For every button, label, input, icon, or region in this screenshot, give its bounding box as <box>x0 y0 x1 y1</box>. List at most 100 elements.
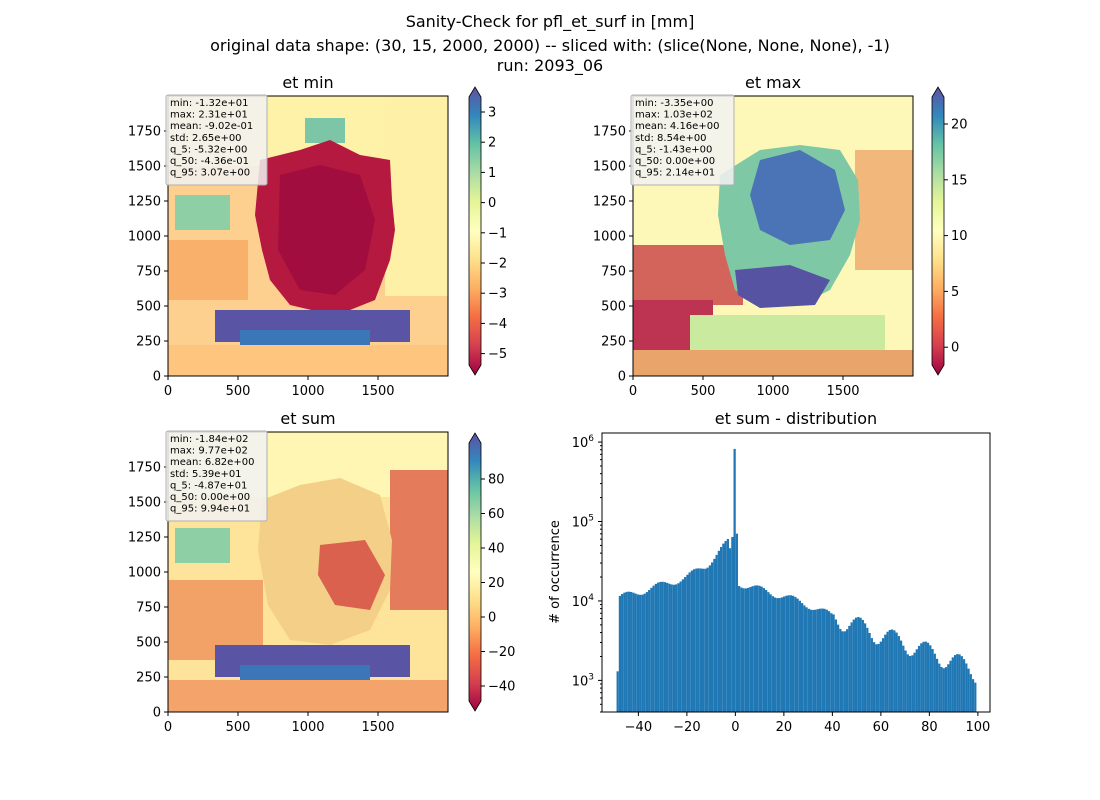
histogram-bar <box>875 644 878 712</box>
y-tick-label: 1500 <box>128 496 161 511</box>
histogram-bar <box>699 568 703 712</box>
histogram-bar <box>825 609 828 712</box>
stats-line: q_50: -4.36e-01 <box>170 156 249 167</box>
histogram-bar <box>960 656 963 712</box>
histogram-bar <box>854 617 858 712</box>
stats-line: min: -1.84e+02 <box>170 434 249 445</box>
histogram-bar <box>704 568 707 712</box>
x-tick-label: 1000 <box>756 384 789 399</box>
histogram-bar <box>686 574 689 712</box>
histogram-bar <box>915 649 918 712</box>
colorbar-tick-label: −4 <box>488 317 507 332</box>
y-tick-label: 750 <box>601 265 626 280</box>
stats-box-et-sum <box>165 430 268 522</box>
heatmap-region-west-dots <box>633 245 743 305</box>
histogram-bar <box>785 595 788 712</box>
histogram-bar <box>632 592 635 712</box>
histogram-bar <box>733 448 736 712</box>
histogram-bar <box>868 632 871 712</box>
histogram-bar <box>798 600 801 712</box>
histogram-bar <box>641 594 644 712</box>
histogram-y-ticks: 103 104 105 106 <box>572 434 602 713</box>
histogram-bar <box>897 636 900 712</box>
heatmap-region-sea <box>175 528 230 563</box>
figure-title-line-2: original data shape: (30, 15, 2000, 2000… <box>210 36 890 55</box>
histogram-bar <box>773 597 777 712</box>
histogram-bar <box>809 609 813 712</box>
x-tick-label: 0 <box>629 384 637 399</box>
histogram-bar <box>857 617 860 712</box>
histogram-bar <box>812 609 815 712</box>
histogram-x-ticks: −40 −20 0 20 40 60 80 100 <box>625 712 990 735</box>
heatmap-alps-band-2 <box>240 330 370 346</box>
heatmap-alps-band <box>690 315 885 350</box>
histogram-bar <box>648 590 651 712</box>
histogram-bar <box>738 586 741 712</box>
y-ticks-et-max: 0 250 500 750 1000 1250 1500 1750 <box>593 125 633 385</box>
colorbar-tick-label: 15 <box>951 173 968 188</box>
histogram-bar <box>958 654 961 712</box>
stats-line: max: 9.77e+02 <box>170 446 248 457</box>
histogram-bar <box>643 593 646 712</box>
histogram-bar <box>668 583 671 712</box>
colorbar-gradient <box>931 86 945 376</box>
histogram-bar <box>834 619 837 712</box>
stats-line: q_50: 0.00e+00 <box>170 492 250 503</box>
colorbar-tick-label: −2 <box>488 257 507 272</box>
histogram-bar <box>971 679 975 712</box>
histogram-x-tick-label: 100 <box>965 720 990 735</box>
histogram-bar <box>899 640 903 712</box>
histogram-x-tick-label: 80 <box>921 720 938 735</box>
histogram-frame <box>601 432 991 713</box>
histogram-bar <box>764 589 768 712</box>
histogram-bar <box>708 565 712 712</box>
histogram-bar <box>951 657 954 712</box>
colorbar-tick-label: −5 <box>488 347 507 362</box>
histogram-bar <box>623 592 626 712</box>
histogram-bar <box>859 617 862 712</box>
histogram-bar <box>893 630 896 712</box>
y-tick-label: 250 <box>136 335 161 350</box>
histogram-bar <box>726 538 730 712</box>
histogram-bar <box>848 625 851 712</box>
histogram-bar <box>634 593 637 712</box>
heatmap-south-strip <box>168 345 448 376</box>
y-tick-label: 1500 <box>128 160 161 175</box>
stats-line: q_50: 0.00e+00 <box>635 156 715 167</box>
histogram-bar <box>688 572 691 712</box>
colorbar-tick-label: 60 <box>488 507 505 522</box>
colorbar-tick-label: 20 <box>488 576 505 591</box>
y-tick-label: 1250 <box>593 195 626 210</box>
colorbar-tick-label: 0 <box>951 341 959 356</box>
histogram-bar <box>917 645 921 712</box>
histogram-bar <box>711 562 714 712</box>
histogram-bar <box>949 660 952 712</box>
histogram-bar <box>839 628 842 712</box>
x-tick-label: 500 <box>226 720 251 735</box>
x-tick-label: 500 <box>691 384 716 399</box>
histogram-bar <box>895 632 898 712</box>
colorbar-gradient <box>468 86 482 376</box>
figure-title-line-3: run: 2093_06 <box>496 56 604 75</box>
histogram-bar <box>962 659 966 712</box>
heatmap-region-west-low <box>168 240 248 300</box>
x-tick-label: 1500 <box>361 384 394 399</box>
histogram-bar <box>902 645 905 712</box>
heatmap-south-strip <box>633 350 913 376</box>
histogram-bar <box>693 569 696 712</box>
histogram-bar <box>720 547 723 712</box>
histogram-bar <box>767 592 770 712</box>
histogram-bar <box>639 594 642 712</box>
histogram-x-tick-label: −20 <box>673 720 700 735</box>
histogram-bar <box>823 608 826 712</box>
histogram-bar <box>886 631 889 712</box>
histogram-bar <box>636 594 640 712</box>
histogram-bar <box>659 581 662 712</box>
y-tick-label: 1500 <box>593 160 626 175</box>
stats-line: min: -1.32e+01 <box>170 98 249 109</box>
heatmap-region-east <box>385 96 448 296</box>
histogram-bar <box>657 582 660 712</box>
histogram-bar <box>906 654 909 712</box>
colorbar-gradient <box>468 432 482 712</box>
